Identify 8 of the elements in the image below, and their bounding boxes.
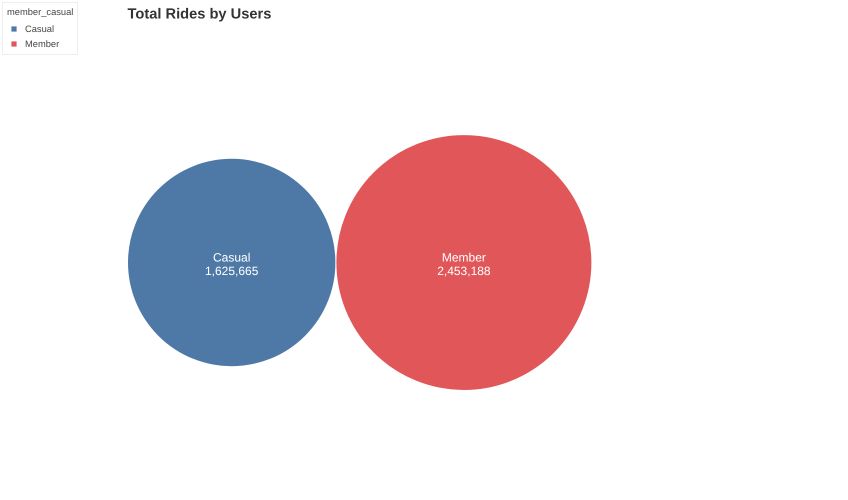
data-label: 2,453,188	[437, 264, 491, 278]
data-label: 1,625,665	[205, 264, 259, 278]
text: Casual	[213, 250, 250, 264]
legend-title: member_casual	[7, 7, 74, 17]
text: Total Rides by Users	[128, 6, 272, 22]
text: Member	[442, 250, 486, 264]
legend-label: Member	[25, 38, 60, 50]
legend-label: Casual	[25, 22, 54, 35]
